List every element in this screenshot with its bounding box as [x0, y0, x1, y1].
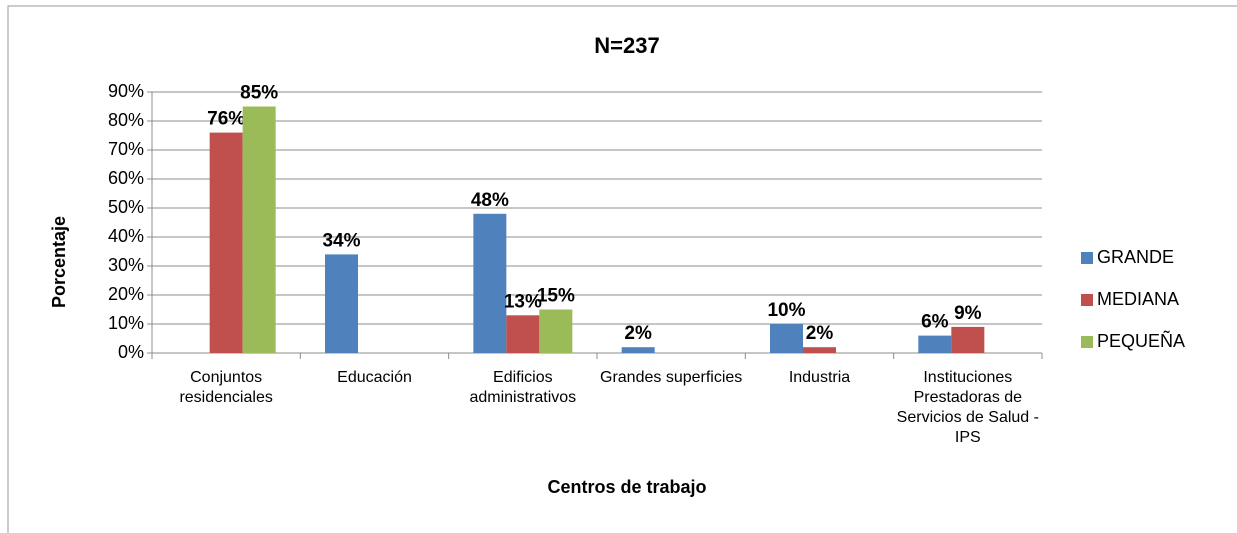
x-tick-label: Conjuntos residenciales: [179, 369, 273, 406]
legend-swatch: [1081, 336, 1093, 348]
bar: [325, 254, 358, 353]
bar: [803, 347, 836, 353]
bar: [209, 132, 243, 353]
data-label: 10%: [767, 300, 805, 321]
data-label: 76%: [207, 109, 245, 130]
y-tick-label: 50%: [108, 197, 144, 217]
bar: [951, 326, 985, 353]
y-tick-label: 30%: [108, 255, 144, 275]
y-tick-label: 90%: [108, 81, 144, 101]
data-label: 85%: [240, 83, 278, 104]
x-tick-label: Edificios administrativos: [469, 369, 577, 406]
x-axis-label: Centros de trabajo: [547, 477, 706, 497]
y-tick-label: 70%: [108, 139, 144, 159]
data-label: 13%: [504, 291, 542, 312]
y-tick-label: 20%: [108, 284, 144, 304]
legend-label: MEDIANA: [1097, 289, 1179, 309]
y-tick-label: 0%: [118, 342, 144, 362]
legend-swatch: [1081, 294, 1093, 306]
data-label: 6%: [921, 312, 949, 333]
y-axis-label: Porcentaje: [49, 216, 69, 308]
y-tick-label: 40%: [108, 226, 144, 246]
y-tick-label: 10%: [108, 313, 144, 333]
data-label: 15%: [537, 286, 575, 307]
bar: [918, 335, 952, 353]
data-label: 9%: [954, 303, 982, 324]
x-tick-label: Industria: [788, 369, 851, 386]
legend-swatch: [1081, 252, 1093, 264]
bar: [770, 324, 803, 353]
bar: [473, 213, 507, 353]
data-label: 2%: [806, 323, 834, 344]
legend-label: GRANDE: [1097, 247, 1174, 267]
bar: [539, 309, 573, 353]
legend-label: PEQUEÑA: [1097, 330, 1185, 351]
bar: [242, 106, 276, 353]
data-label: 34%: [322, 230, 360, 251]
chart-border: [7, 5, 1237, 533]
x-tick-label: Instituciones Prestadoras de Servicios d…: [896, 369, 1039, 446]
chart-title: N=237: [594, 33, 659, 58]
x-tick-label: Educación: [337, 369, 412, 386]
data-label: 48%: [471, 190, 509, 211]
x-tick-label: Grandes superficies: [600, 369, 743, 386]
data-label: 2%: [624, 323, 652, 344]
bar: [621, 347, 655, 353]
y-tick-label: 80%: [108, 110, 144, 130]
y-tick-label: 60%: [108, 168, 144, 188]
bar: [506, 315, 540, 353]
